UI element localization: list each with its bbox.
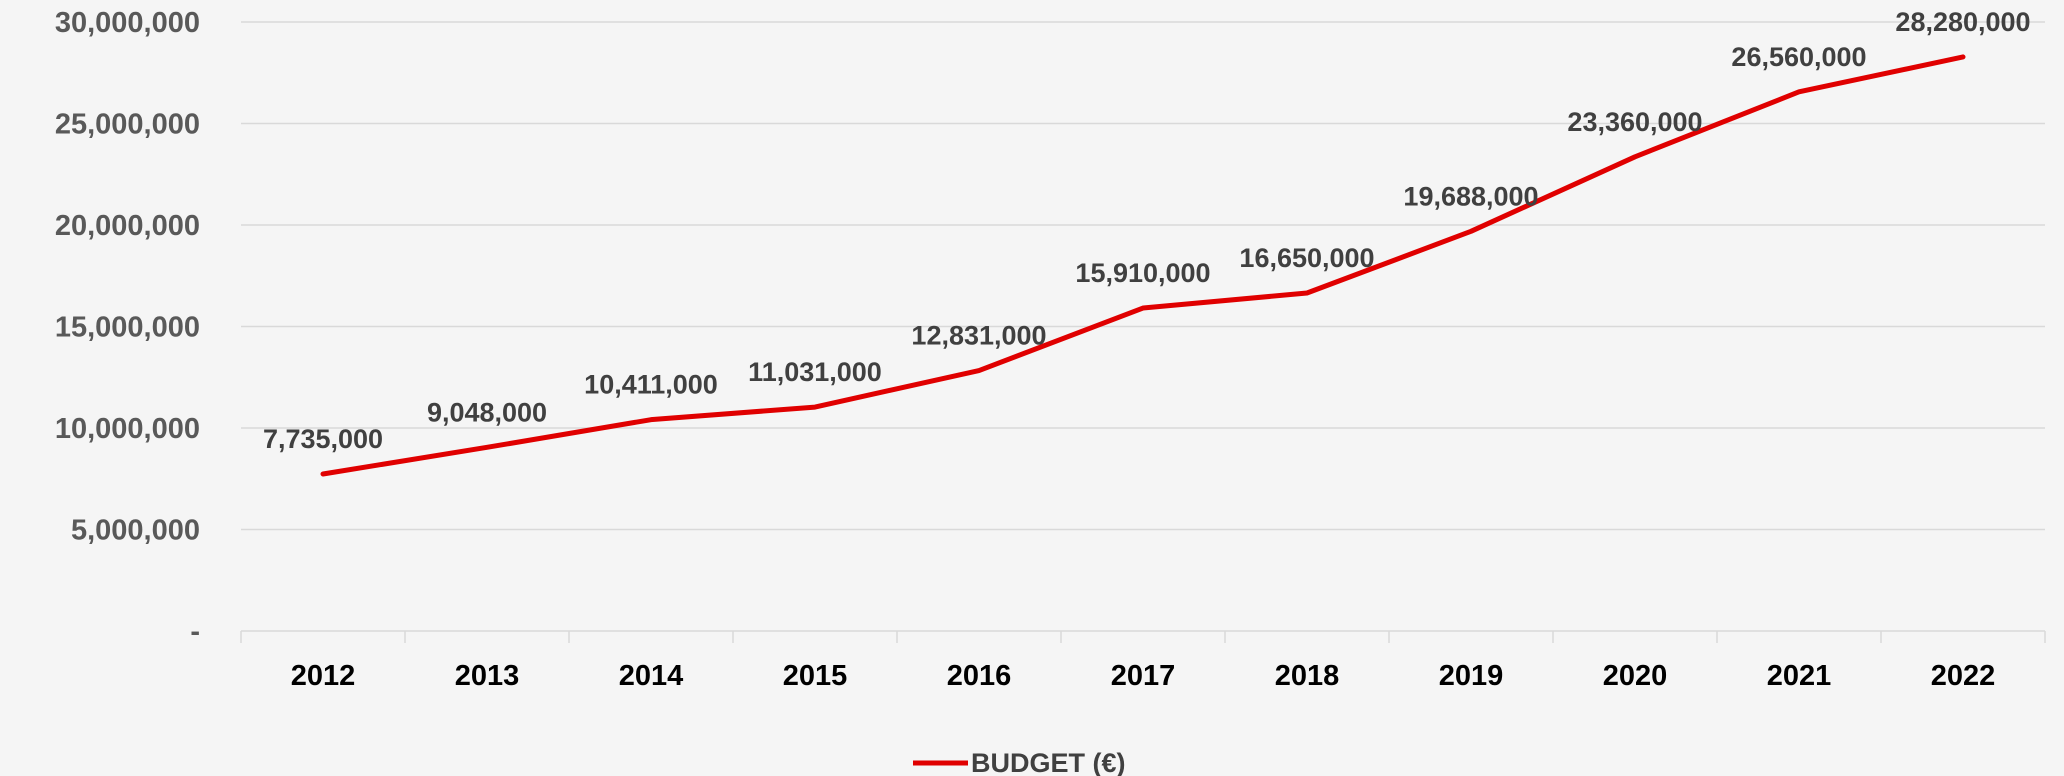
data-label-2015: 11,031,000	[748, 357, 882, 387]
x-tick-label-2021: 2021	[1767, 660, 1832, 692]
y-tick-label: 20,000,000	[55, 210, 200, 242]
x-tick-label-2020: 2020	[1603, 660, 1668, 692]
data-labels: 7,735,000 9,048,000 10,411,000 11,031,000 12…	[263, 7, 2031, 454]
x-tick-label-2012: 2012	[291, 660, 356, 692]
legend-label-budget: BUDGET (€)	[971, 748, 1126, 776]
y-tick-label: 5,000,000	[71, 515, 200, 547]
x-tick-label-2015: 2015	[783, 660, 848, 692]
y-tick-label: 15,000,000	[55, 312, 200, 344]
data-label-2014: 10,411,000	[584, 370, 718, 400]
x-tick-label-2022: 2022	[1931, 660, 1996, 692]
x-axis	[240, 630, 2046, 643]
data-label-2022: 28,280,000	[1895, 7, 2030, 37]
x-tick-label-2014: 2014	[619, 660, 684, 692]
x-axis-tick-labels: 2012 2013 2014 2015 2016 2017 2018 2019 2020 2021…	[291, 660, 1996, 692]
data-label-2016: 12,831,000	[911, 321, 1046, 351]
y-tick-label: -	[190, 616, 200, 648]
x-tick-label-2019: 2019	[1439, 660, 1504, 692]
data-label-2017: 15,910,000	[1075, 258, 1210, 288]
y-tick-label: 10,000,000	[55, 413, 200, 445]
series-line-budget	[320, 54, 1966, 477]
y-tick-label: 30,000,000	[55, 7, 200, 39]
x-tick-label-2013: 2013	[455, 660, 520, 692]
x-tick-label-2018: 2018	[1275, 660, 1340, 692]
data-label-2012: 7,735,000	[263, 424, 383, 454]
data-label-2021: 26,560,000	[1731, 42, 1866, 72]
data-label-2020: 23,360,000	[1567, 107, 1702, 137]
y-tick-label: 25,000,000	[55, 109, 200, 141]
legend[interactable]: BUDGET (€)	[913, 748, 1126, 776]
x-tick-label-2016: 2016	[947, 660, 1012, 692]
data-label-2019: 19,688,000	[1403, 181, 1538, 211]
data-label-2013: 9,048,000	[427, 397, 547, 427]
x-tick-label-2017: 2017	[1111, 660, 1176, 692]
data-label-2018: 16,650,000	[1239, 243, 1374, 273]
y-axis-tick-labels: - 5,000,000 10,000,000 15,000,000 20,000,000…	[55, 7, 200, 648]
gridlines	[241, 21, 2045, 531]
